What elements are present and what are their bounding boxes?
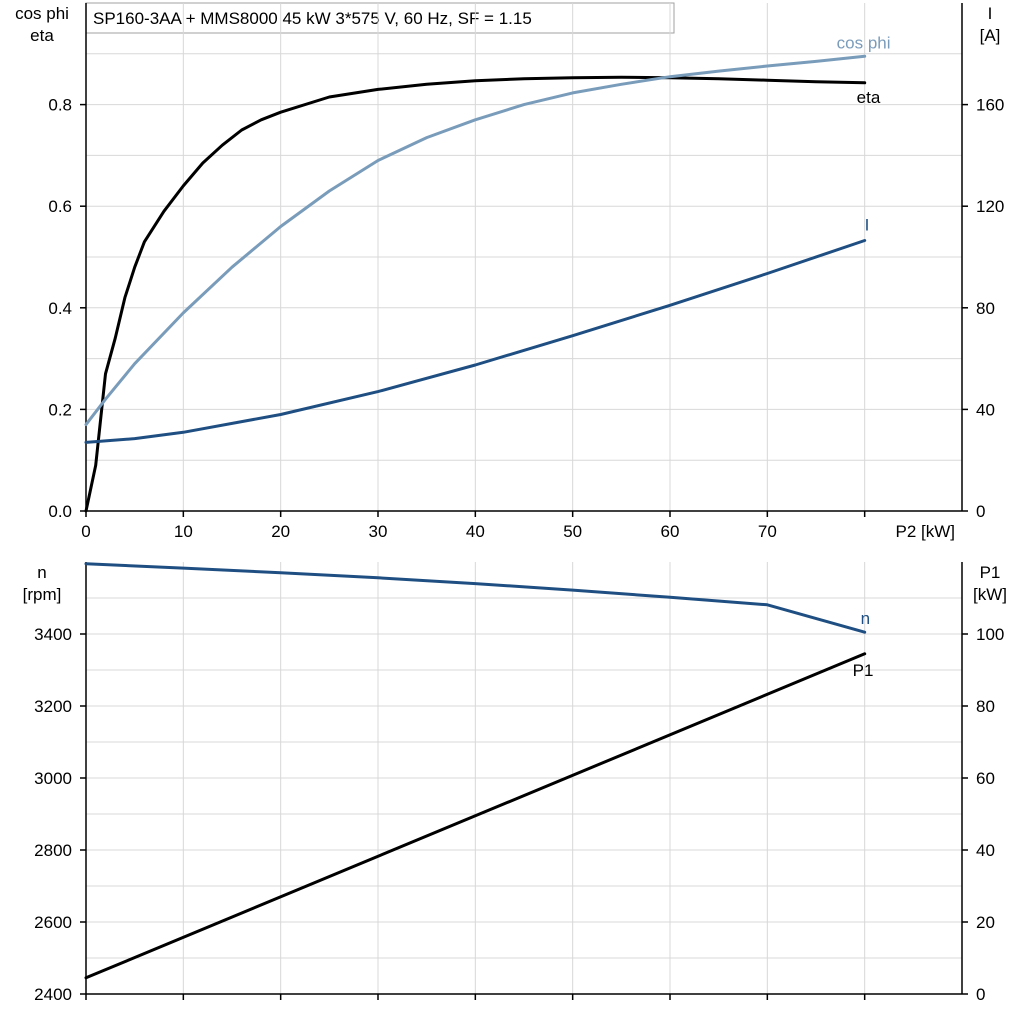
top-left-tick-label: 0.2 bbox=[48, 400, 72, 419]
bottom-left-tick-label: 2600 bbox=[34, 913, 72, 932]
top-gridlines bbox=[86, 3, 962, 511]
bottom-left-tick-label: 3000 bbox=[34, 769, 72, 788]
top-left-axis-title: cos phi bbox=[15, 4, 69, 23]
series-cos-phi-label: cos phi bbox=[837, 33, 891, 52]
top-left-tick-label: 0.6 bbox=[48, 197, 72, 216]
top-left-tick-label: 0.8 bbox=[48, 96, 72, 115]
top-left-tick-label: 0.0 bbox=[48, 502, 72, 521]
bottom-panel: 2400 2600 2800 3000 3200 3400 0 20 40 60 80 100 n [rp… bbox=[23, 562, 1007, 1004]
title-box: SP160-3AA + MMS8000 45 kW 3*575 V, 60 Hz… bbox=[85, 2, 675, 34]
top-x-axis-title: P2 [kW] bbox=[895, 522, 955, 541]
top-x-tick-label: 50 bbox=[563, 522, 582, 541]
series-i-label: I bbox=[865, 215, 870, 234]
bottom-right-tick-label: 40 bbox=[976, 841, 995, 860]
bottom-left-tick-label: 3400 bbox=[34, 625, 72, 644]
bottom-left-axis-title: [rpm] bbox=[23, 585, 62, 604]
top-left-axis-title: eta bbox=[30, 26, 54, 45]
bottom-left-tick-label: 3200 bbox=[34, 697, 72, 716]
series-p1-line bbox=[84, 652, 867, 980]
top-x-tick-label: 40 bbox=[466, 522, 485, 541]
series-i-line bbox=[84, 239, 867, 444]
bottom-right-tick-label: 20 bbox=[976, 913, 995, 932]
bottom-right-axis-title: [kW] bbox=[973, 585, 1007, 604]
top-panel: 0.0 0.2 0.4 0.6 0.8 0 40 80 120 160 0 10 20 30 40 50 60 7… bbox=[15, 3, 1004, 541]
top-x-tick-label: 0 bbox=[81, 522, 90, 541]
top-right-tick-label: 120 bbox=[976, 197, 1004, 216]
bottom-left-tick-label: 2400 bbox=[34, 985, 72, 1004]
top-right-tick-label: 160 bbox=[976, 96, 1004, 115]
top-right-tick-label: 80 bbox=[976, 299, 995, 318]
bottom-left-axis-title: n bbox=[37, 563, 46, 582]
series-n-label: n bbox=[861, 609, 870, 628]
top-right-axis-title: I bbox=[988, 4, 993, 23]
series-p1-label: P1 bbox=[853, 661, 874, 680]
top-x-tick-label: 10 bbox=[174, 522, 193, 541]
bottom-left-tick-label: 2800 bbox=[34, 841, 72, 860]
bottom-right-tick-label: 60 bbox=[976, 769, 995, 788]
bottom-right-axis-title: P1 bbox=[980, 563, 1001, 582]
bottom-right-tick-label: 0 bbox=[976, 985, 985, 1004]
bottom-right-tick-label: 80 bbox=[976, 697, 995, 716]
top-x-tick-label: 30 bbox=[369, 522, 388, 541]
top-right-tick-label: 40 bbox=[976, 400, 995, 419]
series-eta-label: eta bbox=[857, 88, 881, 107]
series-n-line bbox=[84, 562, 867, 634]
top-x-tick-label: 20 bbox=[271, 522, 290, 541]
series-cos-phi-line bbox=[84, 54, 867, 427]
top-left-tick-label: 0.4 bbox=[48, 299, 72, 318]
top-right-axis-title: [A] bbox=[980, 26, 1001, 45]
bottom-gridlines bbox=[86, 562, 962, 994]
bottom-right-tick-label: 100 bbox=[976, 625, 1004, 644]
top-right-tick-label: 0 bbox=[976, 502, 985, 521]
top-x-tick-label: 70 bbox=[758, 522, 777, 541]
chart-title: SP160-3AA + MMS8000 45 kW 3*575 V, 60 Hz… bbox=[93, 9, 532, 28]
top-x-tick-label: 60 bbox=[661, 522, 680, 541]
